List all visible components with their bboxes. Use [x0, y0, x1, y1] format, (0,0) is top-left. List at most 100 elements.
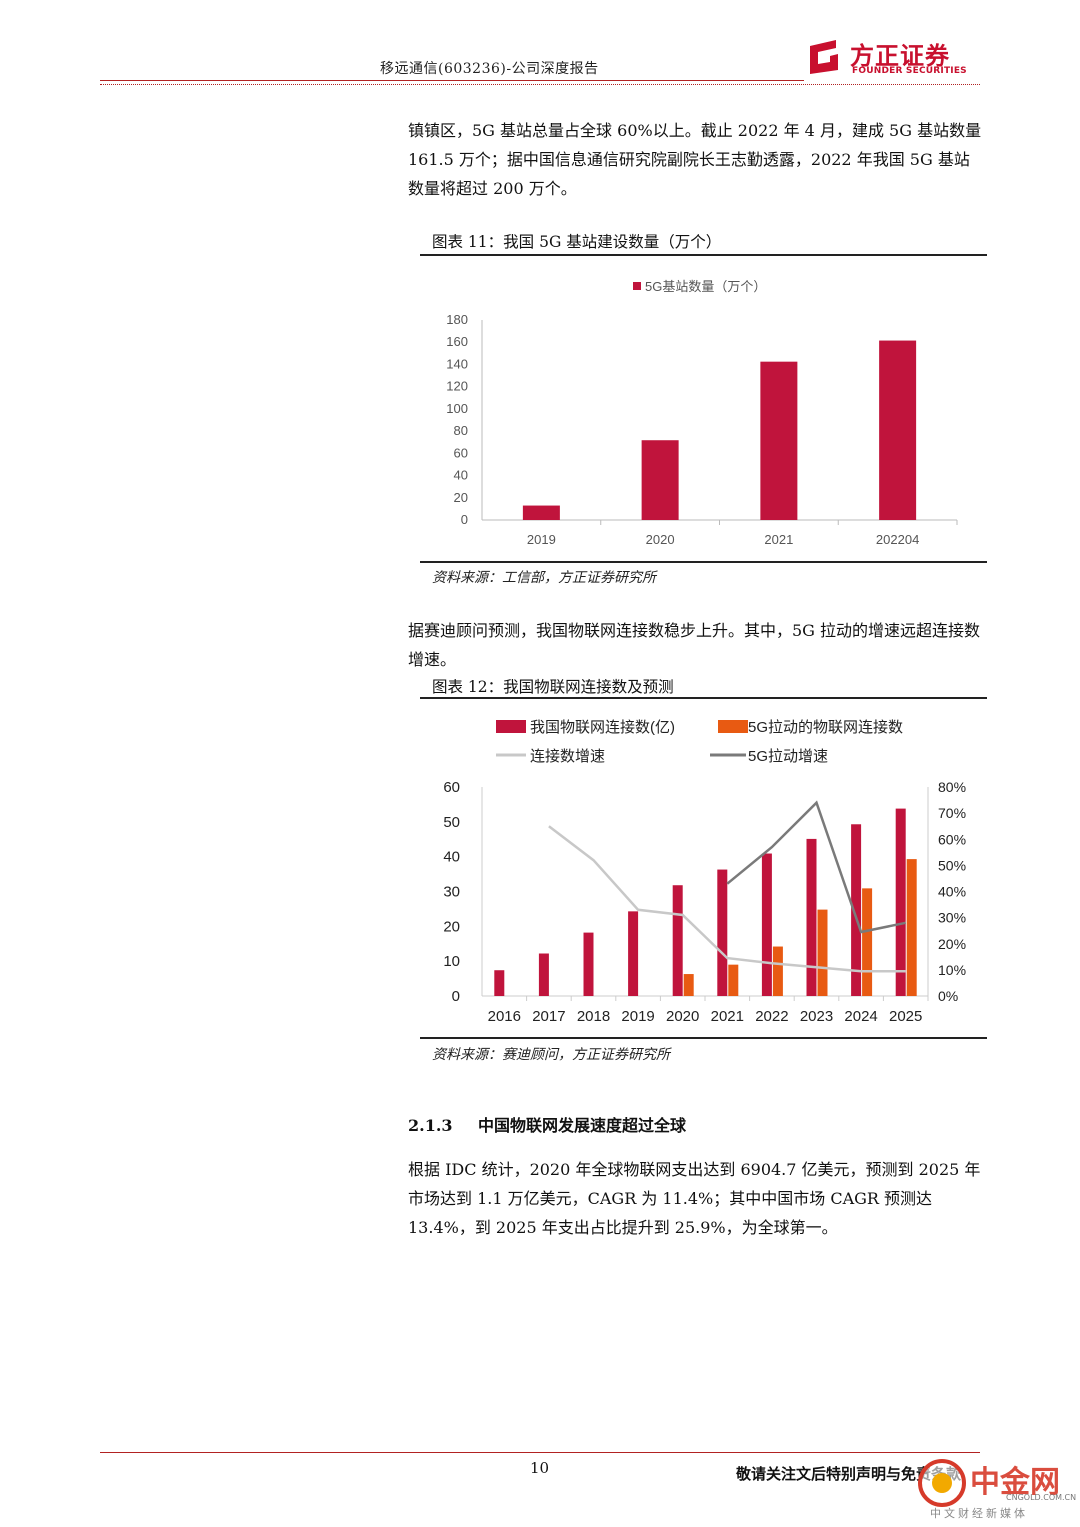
y-right-tick-label: 60%: [938, 831, 966, 847]
x-tick-label: 2019: [527, 532, 556, 547]
bar-iot-2018: [583, 932, 594, 996]
legend-label-connection-growth: 连接数增速: [530, 748, 605, 765]
x-tick-label: 2018: [577, 1008, 610, 1025]
line-5g-growth: [726, 800, 906, 934]
bar-5g-iot-2023: [817, 909, 828, 996]
legend-label-5g-iot-connections: 5G拉动的物联网连接数: [748, 719, 903, 736]
bar-5g-iot-2024: [862, 888, 873, 996]
logo-text-en: FOUNDER SECURITIES: [852, 66, 967, 76]
legend-swatch-iot-connections: [496, 720, 526, 733]
body-paragraph-2: 据赛迪顾问预测，我国物联网连接数稳步上升。其中，5G 拉动的增速远超连接数增速。: [408, 621, 981, 669]
header-divider: [100, 80, 804, 81]
body-paragraph-1: 镇镇区，5G 基站总量占全球 60%以上。截止 2022 年 4 月，建成 5G…: [408, 121, 982, 198]
body-paragraph-3: 根据 IDC 统计，2020 年全球物联网支出达到 6904.7 亿美元，预测到…: [408, 1160, 981, 1237]
figure-11-source: 资料来源：工信部，方正证券研究所: [432, 570, 656, 586]
y-tick-label: 80: [454, 423, 468, 438]
y-right-tick-label: 80%: [938, 779, 966, 795]
chart-5g-base-stations: 5G基站数量（万个） 0 20 40 60 80 100 120 140 160 180 2019 20…: [446, 279, 958, 547]
y-right-tick-label: 10%: [938, 962, 966, 978]
bar-5g-iot-2020: [683, 974, 694, 996]
bar-iot-2021: [717, 869, 728, 996]
y-right-tick-label: 50%: [938, 857, 966, 873]
x-tick-label: 2025: [889, 1008, 922, 1025]
y-left-tick-label: 20: [443, 918, 460, 935]
legend-label-5g-base-stations: 5G基站数量（万个）: [645, 279, 766, 294]
logo-mark-icon: [810, 40, 838, 74]
x-tick-label: 2016: [488, 1008, 521, 1025]
bar-2021: [760, 361, 798, 520]
y-tick-label: 100: [446, 401, 468, 416]
y-tick-label: 160: [446, 334, 468, 349]
watermark-logo-icon: [918, 1459, 966, 1507]
bar-2020: [641, 440, 679, 520]
bar-iot-2017: [538, 953, 549, 996]
y-left-tick-label: 30: [443, 884, 460, 901]
y-tick-label: 180: [446, 312, 468, 327]
figure-12-bottom-rule: [420, 1037, 987, 1039]
watermark-tagline: 中文财经新媒体: [930, 1507, 1028, 1520]
bar-iot-2025: [895, 808, 906, 996]
logo-text-cn: 方正证券: [850, 42, 950, 70]
header-divider-dotted: [100, 84, 980, 85]
report-header-title: 移远通信(603236)-公司深度报告: [380, 61, 599, 77]
bar-5g-iot-2021: [728, 964, 739, 996]
x-tick-label: 2020: [666, 1008, 699, 1025]
figure-11-bottom-rule: [420, 561, 987, 563]
x-tick-label: 2021: [711, 1008, 744, 1025]
y-tick-label: 140: [446, 356, 468, 371]
y-right-tick-label: 40%: [938, 884, 966, 900]
y-left-tick-label: 60: [443, 779, 460, 796]
bar-iot-2024: [851, 824, 862, 996]
y-tick-label: 60: [454, 445, 468, 460]
bar-5g-iot-2022: [772, 946, 783, 996]
x-tick-label: 2020: [646, 532, 675, 547]
bar-202204: [879, 340, 917, 520]
y-tick-label: 40: [454, 468, 468, 483]
x-tick-label: 202204: [876, 532, 919, 547]
founder-securities-logo: 方正证券 FOUNDER SECURITIES: [806, 36, 976, 80]
bar-iot-2019: [628, 911, 639, 996]
section-heading: 2.1.3 中国物联网发展速度超过全球: [408, 1112, 686, 1136]
x-tick-label: 2024: [844, 1008, 877, 1025]
legend-label-iot-connections: 我国物联网连接数(亿): [530, 719, 675, 736]
figure-12-top-rule: [420, 697, 987, 699]
section-number: 2.1.3: [408, 1116, 453, 1135]
y-right-tick-label: 30%: [938, 910, 966, 926]
legend-swatch-5g-base-stations: [633, 282, 641, 290]
figure-11-top-rule: [420, 254, 987, 256]
disclaimer-note: 敬请关注文后特别声明与免责条款: [736, 1465, 962, 1483]
y-right-tick-label: 20%: [938, 936, 966, 952]
figure-12-source: 资料来源：赛迪顾问，方正证券研究所: [432, 1047, 670, 1063]
y-right-tick-label: 70%: [938, 805, 966, 821]
bar-2019: [522, 505, 560, 520]
y-left-tick-label: 10: [443, 953, 460, 970]
y-left-tick-label: 40: [443, 849, 460, 866]
watermark-domain: CNGOLD.COM.CN: [1006, 1493, 1077, 1502]
page-number: 10: [530, 1459, 550, 1477]
bar-iot-2023: [806, 838, 817, 996]
section-title: 中国物联网发展速度超过全球: [478, 1116, 687, 1135]
watermark-name: 中金网: [970, 1465, 1060, 1500]
y-tick-label: 0: [461, 512, 468, 527]
x-tick-label: 2021: [764, 532, 793, 547]
y-left-tick-label: 0: [452, 988, 460, 1005]
legend-swatch-5g-iot-connections: [718, 720, 748, 733]
footer-divider: [100, 1452, 980, 1453]
bar-iot-2022: [761, 853, 772, 996]
y-tick-label: 20: [454, 490, 468, 505]
bar-iot-2016: [494, 970, 505, 996]
legend-label-5g-growth: 5G拉动增速: [748, 748, 828, 765]
bar-iot-2020: [672, 885, 683, 996]
figure-11-title: 图表 11：我国 5G 基站建设数量（万个）: [432, 233, 722, 251]
line-connection-growth: [548, 825, 906, 973]
x-tick-label: 2023: [800, 1008, 833, 1025]
y-right-tick-label: 0%: [938, 988, 958, 1004]
cngold-watermark: 中金网 CNGOLD.COM.CN 中文财经新媒体: [918, 1455, 1076, 1521]
y-left-tick-label: 50: [443, 814, 460, 831]
bar-5g-iot-2025: [906, 859, 917, 996]
figure-12-title: 图表 12：我国物联网连接数及预测: [432, 678, 674, 696]
y-tick-label: 120: [446, 379, 468, 394]
x-tick-label: 2017: [532, 1008, 565, 1025]
x-tick-label: 2022: [755, 1008, 788, 1025]
